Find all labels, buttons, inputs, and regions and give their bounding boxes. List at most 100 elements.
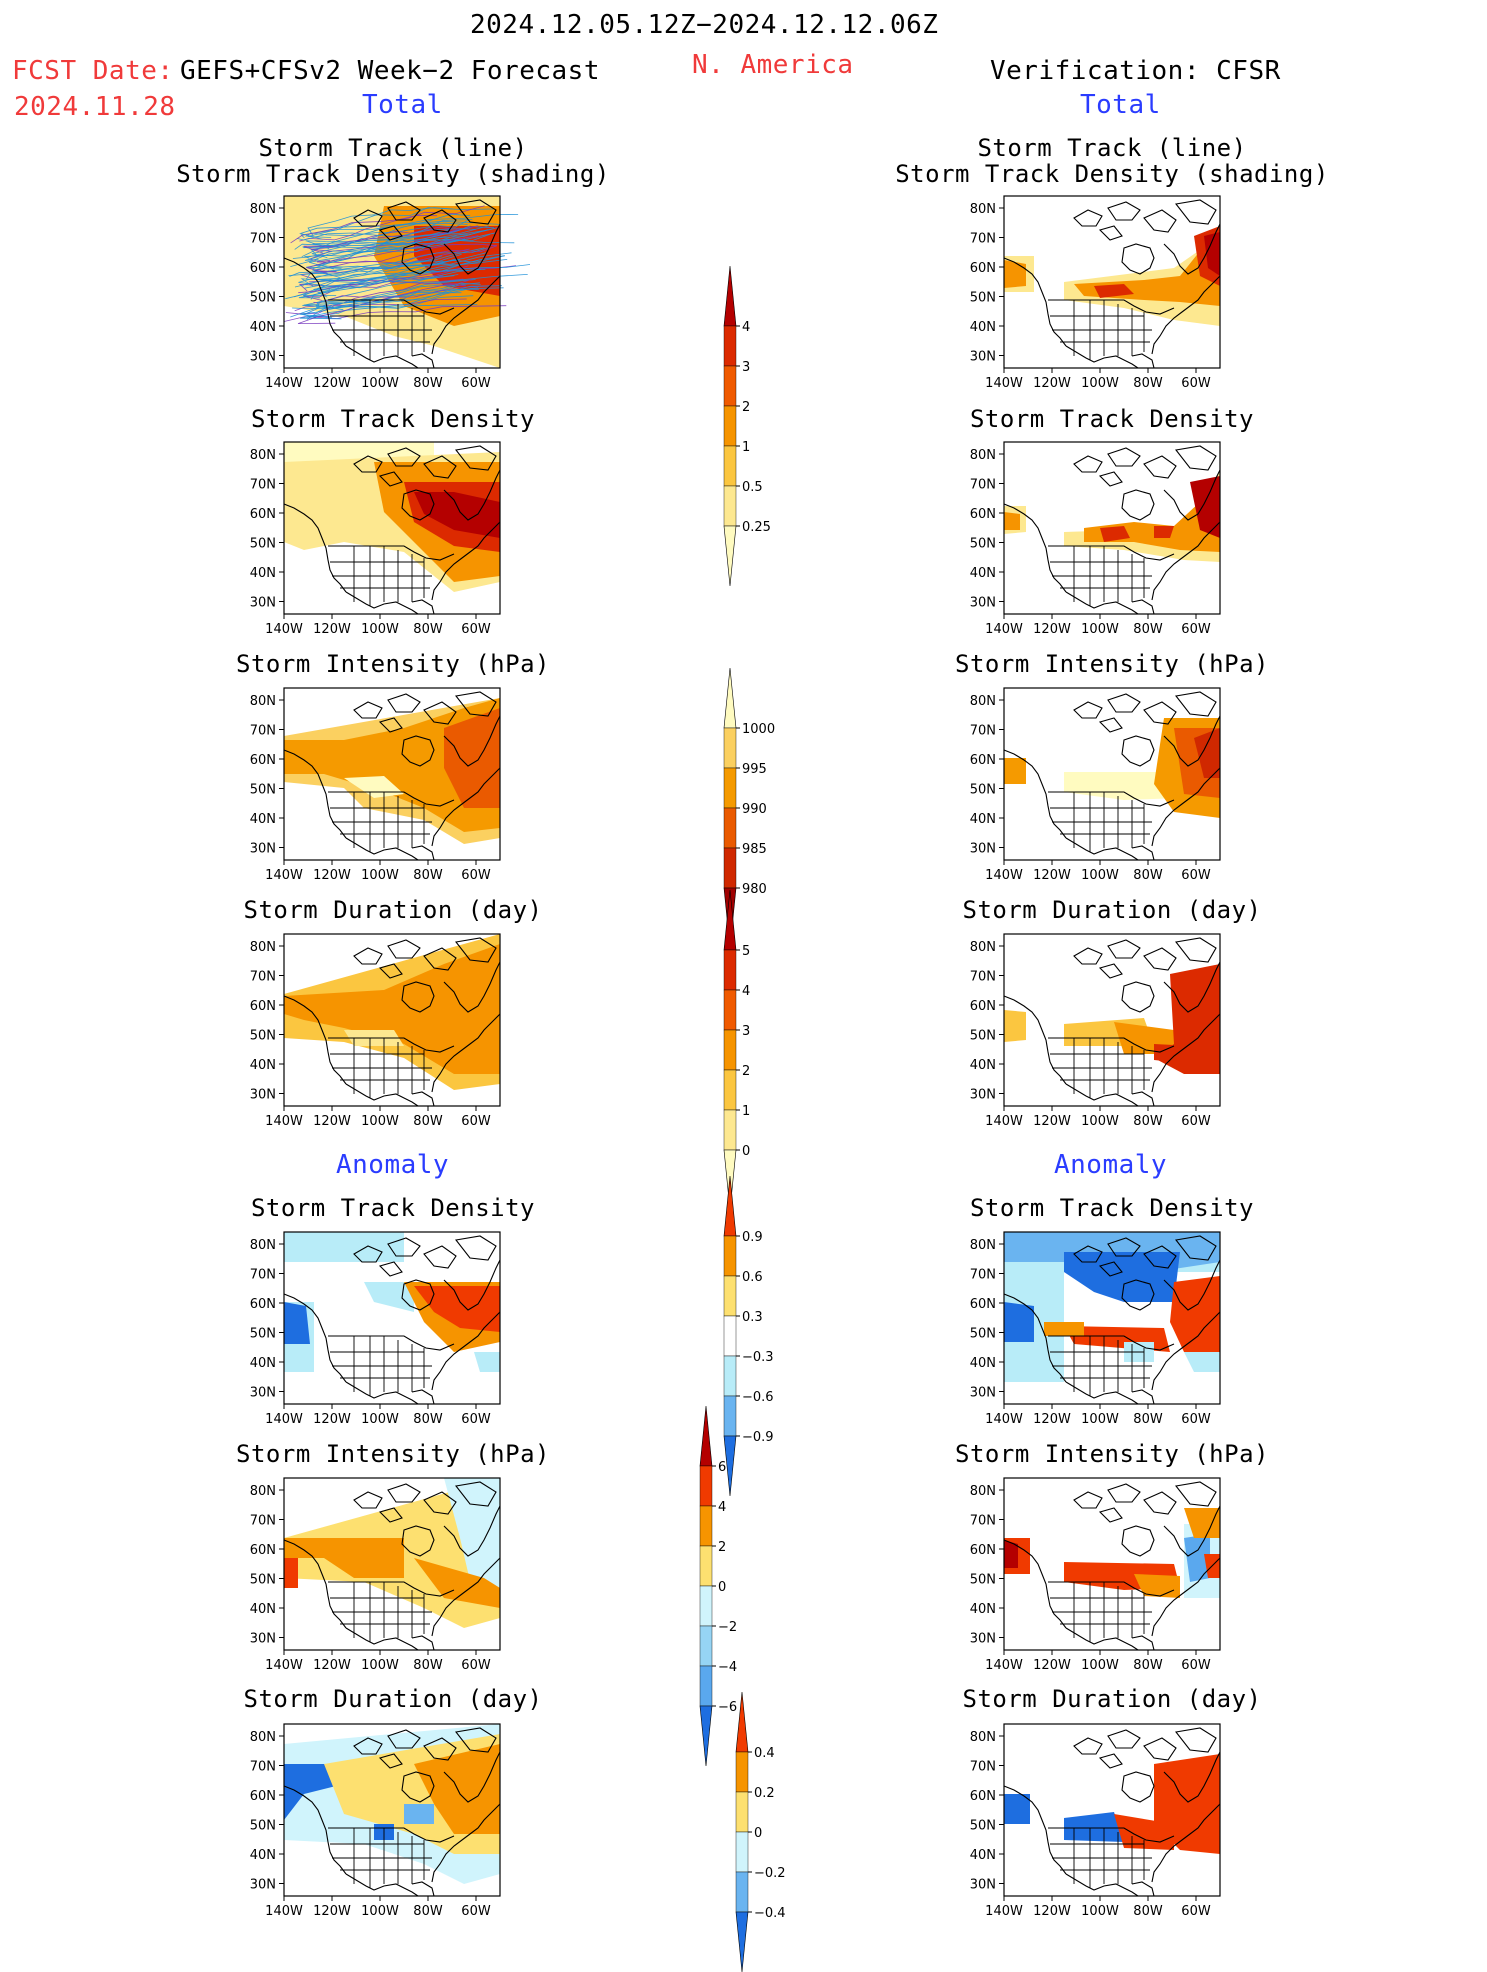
colorbar-tick-label: 2 [742, 1064, 750, 1079]
section-anomaly-left: Anomaly [336, 1150, 450, 1180]
lat-tick-label: 50N [250, 291, 276, 306]
lon-tick-label: 120W [1033, 868, 1071, 883]
section-anomaly-right: Anomaly [1054, 1150, 1168, 1180]
lat-tick-label: 80N [250, 1238, 276, 1253]
lat-tick-label: 40N [970, 1058, 996, 1073]
panel-title-track-shading-left: Storm Track Density (shading) [176, 160, 610, 188]
lon-tick-label: 60W [461, 1114, 491, 1129]
panel-title-intensity-left: Storm Intensity (hPa) [236, 650, 550, 678]
lat-tick-label: 30N [970, 596, 996, 611]
lat-tick-label: 60N [970, 1789, 996, 1804]
colorbar-tick-label: 2 [742, 400, 750, 415]
panel-title-density-left: Storm Track Density [250, 405, 536, 433]
colorbar-tick-label: 990 [742, 802, 767, 817]
lat-tick-label: 40N [250, 812, 276, 827]
lat-tick-label: 40N [250, 1356, 276, 1371]
lon-tick-label: 120W [313, 1412, 351, 1427]
lon-tick-label: 60W [461, 1904, 491, 1919]
lat-tick-label: 30N [970, 1088, 996, 1103]
lat-tick-label: 70N [970, 970, 996, 985]
colorbar-tick-label: −0.2 [754, 1866, 786, 1881]
map-intensity-anomaly-forecast: 80N 70N 60N 50N 40N 30N 140W 120W 100W 80W 60W [250, 1477, 501, 1673]
lat-tick-label: 30N [250, 842, 276, 857]
lat-tick-label: 80N [970, 1730, 996, 1745]
lat-tick-label: 60N [970, 1297, 996, 1312]
lon-tick-label: 140W [265, 1658, 303, 1673]
lon-tick-label: 140W [265, 1412, 303, 1427]
lat-tick-label: 50N [250, 1573, 276, 1588]
lon-tick-label: 80W [413, 868, 443, 883]
lat-tick-label: 60N [970, 1543, 996, 1558]
lon-tick-label: 120W [313, 1658, 351, 1673]
lat-tick-label: 50N [970, 1029, 996, 1044]
lat-tick-label: 70N [250, 232, 276, 247]
colorbar-tick-label: 1 [742, 440, 750, 455]
lon-tick-label: 120W [1033, 1412, 1071, 1427]
lat-tick-label: 30N [970, 842, 996, 857]
lon-tick-label: 100W [1081, 622, 1119, 637]
lat-tick-label: 70N [250, 724, 276, 739]
lon-tick-label: 100W [1081, 1114, 1119, 1129]
colorbar-tick-label: 4 [718, 1500, 726, 1515]
lat-tick-label: 40N [970, 320, 996, 335]
lat-tick-label: 80N [970, 694, 996, 709]
lon-tick-label: 120W [313, 376, 351, 391]
lon-tick-label: 140W [985, 1412, 1023, 1427]
lat-tick-label: 70N [250, 1268, 276, 1283]
panel-title-track-line-right: Storm Track (line) [977, 134, 1247, 162]
colorbar-tick-label: 1000 [742, 722, 775, 737]
map-track-forecast: 80N 70N 60N 50N 40N 30N 140W 120W 100W 80W 60W [250, 195, 530, 391]
lat-tick-label: 60N [970, 753, 996, 768]
lon-tick-label: 120W [313, 1904, 351, 1919]
lat-tick-label: 50N [970, 783, 996, 798]
lat-tick-label: 60N [250, 1543, 276, 1558]
lat-tick-label: 60N [970, 507, 996, 522]
colorbar-tick-label: 3 [742, 360, 750, 375]
colorbar-tick-label: 0.5 [742, 480, 763, 495]
lon-tick-label: 100W [1081, 1904, 1119, 1919]
lat-tick-label: 40N [250, 566, 276, 581]
lon-tick-label: 80W [1133, 1904, 1163, 1919]
lon-tick-label: 60W [1181, 1904, 1211, 1919]
lon-tick-label: 80W [1133, 1412, 1163, 1427]
lat-tick-label: 70N [250, 970, 276, 985]
lat-tick-label: 50N [970, 537, 996, 552]
lat-tick-label: 80N [970, 202, 996, 217]
colorbar-tick-label: 995 [742, 762, 767, 777]
lat-tick-label: 30N [970, 1632, 996, 1647]
region-label: N. America [692, 50, 854, 80]
panel-title-intensity-anom-right: Storm Intensity (hPa) [955, 1440, 1269, 1468]
panel-title-duration-anom-right: Storm Duration (day) [962, 1685, 1262, 1713]
lon-tick-label: 80W [413, 1412, 443, 1427]
colorbar-tick-label: 1 [742, 1104, 750, 1119]
lat-tick-label: 70N [970, 1760, 996, 1775]
lat-tick-label: 80N [250, 1484, 276, 1499]
lat-tick-label: 60N [250, 1297, 276, 1312]
lon-tick-label: 140W [985, 376, 1023, 391]
map-intensity-anomaly-verification: 80N 70N 60N 50N 40N 30N 140W 120W 100W 80W 60W [970, 1477, 1221, 1673]
lat-tick-label: 60N [250, 261, 276, 276]
lon-tick-label: 140W [265, 1114, 303, 1129]
colorbar-tick-label: −2 [718, 1620, 737, 1635]
lat-tick-label: 50N [250, 537, 276, 552]
colorbar-tick-label: 0 [742, 1144, 750, 1159]
lat-tick-label: 80N [970, 1238, 996, 1253]
colorbar-tick-label: 0.4 [754, 1746, 775, 1761]
map-duration-anomaly-verification: 80N 70N 60N 50N 40N 30N 140W 120W 100W 80W 60W [970, 1723, 1221, 1919]
lon-tick-label: 100W [361, 1658, 399, 1673]
lon-tick-label: 60W [461, 376, 491, 391]
map-density-anomaly-verification: 80N 70N 60N 50N 40N 30N 140W 120W 100W 80W 60W [970, 1231, 1221, 1427]
lat-tick-label: 70N [250, 478, 276, 493]
verification-label: Verification: CFSR [990, 56, 1281, 86]
colorbar-tick-label: 5 [742, 944, 750, 959]
lat-tick-label: 60N [250, 507, 276, 522]
colorbar-tick-label: 4 [742, 984, 750, 999]
lon-tick-label: 100W [361, 622, 399, 637]
colorbar-intensity-anomaly: 6 4 2 0 −2 −4 −6 [699, 1406, 737, 1766]
colorbar-tick-label: −6 [718, 1700, 737, 1715]
lat-tick-label: 80N [250, 940, 276, 955]
lat-tick-label: 80N [970, 940, 996, 955]
colorbar-tick-label: −0.3 [742, 1350, 774, 1365]
panel-title-duration-left: Storm Duration (day) [243, 896, 543, 924]
lon-tick-label: 80W [1133, 622, 1163, 637]
